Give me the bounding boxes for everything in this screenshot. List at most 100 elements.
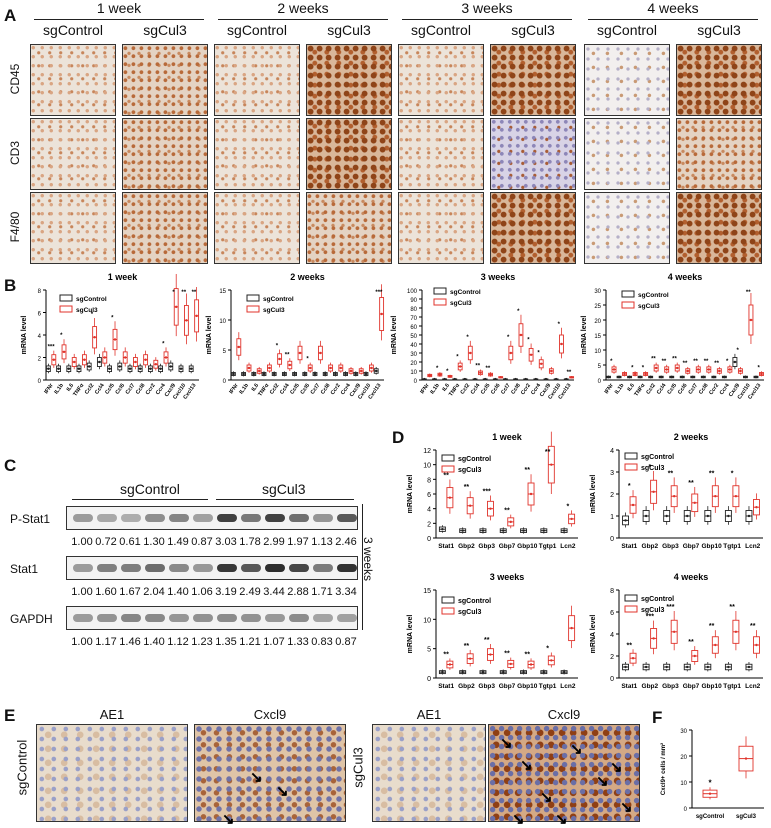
ihc-micrograph — [36, 724, 188, 822]
data-point — [453, 377, 456, 381]
x-tick-label: Stat1 — [438, 543, 454, 550]
y-tick-label: 8 — [427, 477, 431, 484]
data-point — [665, 368, 668, 371]
significance-mark: ** — [567, 370, 572, 376]
x-tick-label: Gbp3 — [662, 543, 679, 550]
x-tick-label: Tgtp1 — [539, 543, 557, 550]
blot-band — [313, 514, 333, 522]
significance-mark: ** — [709, 470, 715, 477]
panel-letter-a: A — [4, 6, 17, 25]
blot-band — [169, 564, 189, 572]
ihc-micrograph — [30, 118, 116, 190]
blot-band — [73, 614, 93, 622]
y-tick-label: 0 — [427, 676, 431, 683]
significance-mark: ** — [662, 359, 667, 365]
data-point — [706, 514, 710, 518]
data-point — [706, 665, 710, 669]
data-point — [550, 369, 553, 373]
data-point — [542, 670, 546, 674]
data-point — [712, 375, 716, 379]
data-point — [195, 314, 198, 318]
arrow-icon: ↘ — [222, 811, 235, 828]
ihc-micrograph — [214, 118, 300, 190]
significance-mark: * — [708, 778, 712, 787]
ihc-micrograph — [30, 192, 116, 264]
data-point — [672, 630, 676, 633]
x-tick-label: IFNr — [604, 382, 616, 395]
side-bracket — [362, 504, 363, 630]
data-point — [550, 659, 553, 662]
x-tick-label: Ccl6 — [677, 383, 689, 396]
band-quant-value: 1.00 — [71, 586, 93, 598]
legend-swatch — [441, 596, 455, 604]
data-point — [734, 495, 738, 498]
data-point — [124, 356, 127, 359]
legend-swatch — [246, 305, 260, 313]
legend-label: sgControl — [263, 296, 294, 303]
y-tick-label: 5 — [223, 349, 227, 355]
significance-mark: ** — [750, 623, 756, 630]
band-quant-value: 1.49 — [167, 536, 189, 548]
band-quant-value: 1.07 — [263, 636, 285, 648]
data-point — [659, 375, 663, 379]
row-label: sgControl — [14, 739, 30, 796]
band-quant-value: 1.21 — [239, 636, 261, 648]
ihc-micrograph — [490, 118, 576, 190]
data-point — [57, 367, 60, 370]
x-tick-label: Ccl6 — [490, 383, 502, 396]
legend-swatch — [59, 294, 73, 302]
data-point — [529, 663, 533, 666]
y-tick-label: 90 — [410, 298, 417, 304]
legend-label: sgControl — [641, 596, 674, 603]
x-tick-label: IL1b — [614, 382, 626, 395]
data-point — [87, 365, 91, 368]
arrow-icon: ↘ — [570, 741, 583, 758]
data-point — [468, 657, 472, 660]
data-point — [707, 368, 711, 371]
legend-label: sgCul3 — [638, 303, 660, 310]
data-point — [73, 360, 76, 364]
band-quant-value: 2.04 — [143, 586, 165, 598]
legend-swatch — [441, 465, 455, 473]
chart-title: 3 weeks — [481, 272, 516, 282]
significance-mark: ** — [443, 651, 449, 658]
significance-mark: *** — [483, 488, 491, 495]
data-point — [489, 653, 492, 656]
data-point — [67, 367, 70, 370]
data-point — [374, 369, 378, 373]
significance-mark: * — [731, 470, 734, 477]
band-quant-value: 2.49 — [239, 586, 261, 598]
blot-band — [97, 514, 117, 522]
data-point — [723, 375, 726, 379]
significance-mark: ** — [475, 364, 480, 370]
condition-label: sgControl — [43, 22, 103, 38]
significance-mark: *** — [48, 345, 56, 351]
data-point — [354, 372, 357, 376]
y-tick-label: 10 — [219, 319, 226, 325]
chart-d-1week: 1 week mRNA level 0 2 4 6 8 10 12 Stat1 ** Gbp2 ** Gb… — [407, 431, 578, 550]
ihc-micrograph — [306, 44, 392, 116]
timepoint-underline — [402, 19, 572, 20]
data-point — [303, 372, 306, 376]
y-tick-label: 1 — [610, 514, 614, 521]
data-point — [113, 338, 117, 341]
data-point — [242, 372, 245, 376]
y-tick-label: 100 — [407, 289, 418, 295]
legend-label: sgCul3 — [263, 307, 285, 314]
y-axis-label: mRNA level — [391, 316, 398, 355]
x-tick-label: Ccl7 — [310, 383, 322, 396]
band-quant-value: 3.34 — [335, 586, 357, 598]
x-tick-label: Ccl4 — [470, 382, 482, 396]
side-label: 3 weeks — [361, 536, 375, 582]
significance-mark: * — [758, 365, 761, 371]
data-point — [47, 367, 50, 370]
data-point — [631, 657, 635, 660]
row-label: sgCul3 — [350, 747, 366, 788]
y-tick-label: 6 — [38, 312, 42, 318]
band-quant-value: 1.46 — [119, 636, 141, 648]
significance-mark: * — [276, 344, 279, 350]
data-point — [441, 670, 444, 674]
x-tick-label: IL1b — [239, 382, 251, 395]
blot-band — [337, 614, 357, 622]
data-point — [652, 637, 655, 640]
